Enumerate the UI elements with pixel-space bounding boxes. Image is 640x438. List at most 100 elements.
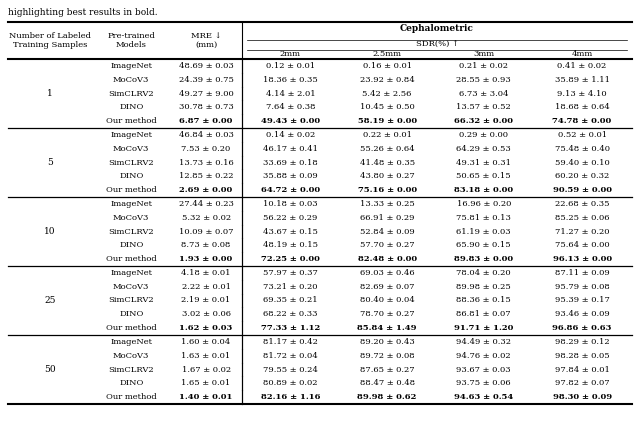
Text: 0.41 ± 0.02: 0.41 ± 0.02 — [557, 62, 607, 70]
Text: 74.78 ± 0.00: 74.78 ± 0.00 — [552, 117, 612, 125]
Text: 1.63 ± 0.01: 1.63 ± 0.01 — [182, 352, 231, 360]
Text: 46.84 ± 0.03: 46.84 ± 0.03 — [179, 131, 234, 139]
Text: 64.72 ± 0.00: 64.72 ± 0.00 — [260, 186, 320, 194]
Text: 90.59 ± 0.00: 90.59 ± 0.00 — [552, 186, 612, 194]
Text: 49.27 ± 9.00: 49.27 ± 9.00 — [179, 89, 234, 98]
Text: 68.22 ± 0.33: 68.22 ± 0.33 — [263, 310, 317, 318]
Text: 59.40 ± 0.10: 59.40 ± 0.10 — [555, 159, 609, 166]
Text: SimCLRV2: SimCLRV2 — [108, 365, 154, 374]
Text: 75.16 ± 0.00: 75.16 ± 0.00 — [358, 186, 417, 194]
Text: 6.87 ± 0.00: 6.87 ± 0.00 — [179, 117, 233, 125]
Text: 43.67 ± 0.15: 43.67 ± 0.15 — [263, 227, 318, 236]
Text: 93.46 ± 0.09: 93.46 ± 0.09 — [555, 310, 609, 318]
Text: 1.62 ± 0.03: 1.62 ± 0.03 — [179, 324, 233, 332]
Text: 50.65 ± 0.15: 50.65 ± 0.15 — [456, 172, 511, 180]
Text: highlighting best results in bold.: highlighting best results in bold. — [8, 8, 157, 17]
Text: 85.25 ± 0.06: 85.25 ± 0.06 — [555, 214, 609, 222]
Text: 69.03 ± 0.46: 69.03 ± 0.46 — [360, 269, 414, 277]
Text: 0.52 ± 0.01: 0.52 ± 0.01 — [557, 131, 607, 139]
Text: MoCoV3: MoCoV3 — [113, 283, 149, 291]
Text: 98.29 ± 0.12: 98.29 ± 0.12 — [555, 338, 609, 346]
Text: 82.16 ± 1.16: 82.16 ± 1.16 — [260, 393, 320, 401]
Text: 5.42 ± 2.56: 5.42 ± 2.56 — [362, 89, 412, 98]
Text: 89.98 ± 0.62: 89.98 ± 0.62 — [357, 393, 417, 401]
Text: 1.67 ± 0.02: 1.67 ± 0.02 — [182, 365, 230, 374]
Text: MoCoV3: MoCoV3 — [113, 76, 149, 84]
Text: 81.17 ± 0.42: 81.17 ± 0.42 — [263, 338, 318, 346]
Text: Our method: Our method — [106, 255, 157, 263]
Text: 5.32 ± 0.02: 5.32 ± 0.02 — [182, 214, 230, 222]
Text: 41.48 ± 0.35: 41.48 ± 0.35 — [360, 159, 415, 166]
Text: 94.49 ± 0.32: 94.49 ± 0.32 — [456, 338, 511, 346]
Text: 66.91 ± 0.29: 66.91 ± 0.29 — [360, 214, 414, 222]
Text: 95.79 ± 0.08: 95.79 ± 0.08 — [555, 283, 609, 291]
Text: 93.75 ± 0.06: 93.75 ± 0.06 — [456, 379, 511, 387]
Text: 7.64 ± 0.38: 7.64 ± 0.38 — [266, 103, 315, 111]
Text: 16.96 ± 0.20: 16.96 ± 0.20 — [456, 200, 511, 208]
Text: 56.22 ± 0.29: 56.22 ± 0.29 — [263, 214, 317, 222]
Text: 69.35 ± 0.21: 69.35 ± 0.21 — [263, 297, 317, 304]
Text: 88.36 ± 0.15: 88.36 ± 0.15 — [456, 297, 511, 304]
Text: MoCoV3: MoCoV3 — [113, 214, 149, 222]
Text: SDR(%) ↑: SDR(%) ↑ — [415, 41, 458, 49]
Text: ImageNet: ImageNet — [110, 338, 152, 346]
Text: 1.65 ± 0.01: 1.65 ± 0.01 — [182, 379, 231, 387]
Text: 96.13 ± 0.00: 96.13 ± 0.00 — [552, 255, 612, 263]
Text: 85.84 ± 1.49: 85.84 ± 1.49 — [357, 324, 417, 332]
Text: 18.36 ± 0.35: 18.36 ± 0.35 — [263, 76, 317, 84]
Text: DINO: DINO — [119, 103, 143, 111]
Text: 89.98 ± 0.25: 89.98 ± 0.25 — [456, 283, 511, 291]
Text: 2mm: 2mm — [280, 50, 301, 59]
Text: 5: 5 — [47, 158, 53, 167]
Text: 75.81 ± 0.13: 75.81 ± 0.13 — [456, 214, 511, 222]
Text: 23.92 ± 0.84: 23.92 ± 0.84 — [360, 76, 415, 84]
Text: 27.44 ± 0.23: 27.44 ± 0.23 — [179, 200, 234, 208]
Text: 25: 25 — [44, 296, 56, 305]
Text: ImageNet: ImageNet — [110, 200, 152, 208]
Text: 7.53 ± 0.20: 7.53 ± 0.20 — [182, 145, 231, 153]
Text: 0.16 ± 0.01: 0.16 ± 0.01 — [362, 62, 412, 70]
Text: 13.33 ± 0.25: 13.33 ± 0.25 — [360, 200, 415, 208]
Text: 28.55 ± 0.93: 28.55 ± 0.93 — [456, 76, 511, 84]
Text: 94.76 ± 0.02: 94.76 ± 0.02 — [456, 352, 511, 360]
Text: 1.93 ± 0.00: 1.93 ± 0.00 — [179, 255, 233, 263]
Text: DINO: DINO — [119, 172, 143, 180]
Text: 22.68 ± 0.35: 22.68 ± 0.35 — [555, 200, 609, 208]
Text: SimCLRV2: SimCLRV2 — [108, 159, 154, 166]
Text: 80.40 ± 0.04: 80.40 ± 0.04 — [360, 297, 415, 304]
Text: 3.02 ± 0.06: 3.02 ± 0.06 — [182, 310, 230, 318]
Text: 48.69 ± 0.03: 48.69 ± 0.03 — [179, 62, 234, 70]
Text: 33.69 ± 0.18: 33.69 ± 0.18 — [263, 159, 317, 166]
Text: 13.73 ± 0.16: 13.73 ± 0.16 — [179, 159, 234, 166]
Text: 50: 50 — [44, 365, 56, 374]
Text: 89.83 ± 0.00: 89.83 ± 0.00 — [454, 255, 513, 263]
Text: 75.48 ± 0.40: 75.48 ± 0.40 — [555, 145, 609, 153]
Text: 60.20 ± 0.32: 60.20 ± 0.32 — [555, 172, 609, 180]
Text: 30.78 ± 0.73: 30.78 ± 0.73 — [179, 103, 234, 111]
Text: 58.19 ± 0.00: 58.19 ± 0.00 — [358, 117, 417, 125]
Text: 64.29 ± 0.53: 64.29 ± 0.53 — [456, 145, 511, 153]
Text: 12.85 ± 0.22: 12.85 ± 0.22 — [179, 172, 234, 180]
Text: 10.09 ± 0.07: 10.09 ± 0.07 — [179, 227, 234, 236]
Text: 55.26 ± 0.64: 55.26 ± 0.64 — [360, 145, 414, 153]
Text: 78.04 ± 0.20: 78.04 ± 0.20 — [456, 269, 511, 277]
Text: 95.39 ± 0.17: 95.39 ± 0.17 — [555, 297, 609, 304]
Text: MoCoV3: MoCoV3 — [113, 352, 149, 360]
Text: 35.88 ± 0.09: 35.88 ± 0.09 — [263, 172, 317, 180]
Text: SimCLRV2: SimCLRV2 — [108, 227, 154, 236]
Text: Number of Labeled
Training Samples: Number of Labeled Training Samples — [9, 32, 91, 49]
Text: 10.45 ± 0.50: 10.45 ± 0.50 — [360, 103, 415, 111]
Text: 49.31 ± 0.31: 49.31 ± 0.31 — [456, 159, 511, 166]
Text: 24.39 ± 0.75: 24.39 ± 0.75 — [179, 76, 234, 84]
Text: Pre-trained
Models: Pre-trained Models — [108, 32, 155, 49]
Text: SimCLRV2: SimCLRV2 — [108, 89, 154, 98]
Text: 77.33 ± 1.12: 77.33 ± 1.12 — [260, 324, 320, 332]
Text: 80.89 ± 0.02: 80.89 ± 0.02 — [263, 379, 317, 387]
Text: 1.60 ± 0.04: 1.60 ± 0.04 — [182, 338, 231, 346]
Text: 2.19 ± 0.01: 2.19 ± 0.01 — [182, 297, 231, 304]
Text: 57.70 ± 0.27: 57.70 ± 0.27 — [360, 241, 414, 249]
Text: 18.68 ± 0.64: 18.68 ± 0.64 — [555, 103, 609, 111]
Text: 94.63 ± 0.54: 94.63 ± 0.54 — [454, 393, 513, 401]
Text: 4mm: 4mm — [572, 50, 593, 59]
Text: 1.40 ± 0.01: 1.40 ± 0.01 — [179, 393, 233, 401]
